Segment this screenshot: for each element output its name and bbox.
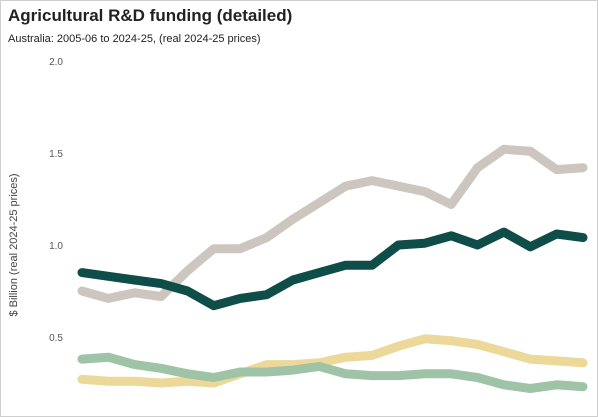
y-tick-label: 2.0	[49, 57, 63, 68]
y-tick-label: 0.5	[49, 333, 63, 344]
y-axis-ticks: 0.5 1.0 1.5 2.0	[49, 57, 63, 344]
chart-subtitle: Australia: 2005-06 to 2024-25, (real 202…	[8, 33, 261, 45]
series-group	[77, 144, 588, 393]
chart-title: Agricultural R&D funding (detailed)	[8, 6, 293, 25]
y-tick-label: 1.5	[49, 149, 63, 160]
series-line-3	[77, 334, 588, 388]
series-line-4	[77, 352, 588, 393]
y-axis-title: $ Billion (real 2024-25 prices)	[8, 173, 20, 316]
y-tick-label: 1.0	[49, 241, 63, 252]
series-line-1	[77, 144, 588, 303]
series-line-2	[77, 227, 588, 311]
